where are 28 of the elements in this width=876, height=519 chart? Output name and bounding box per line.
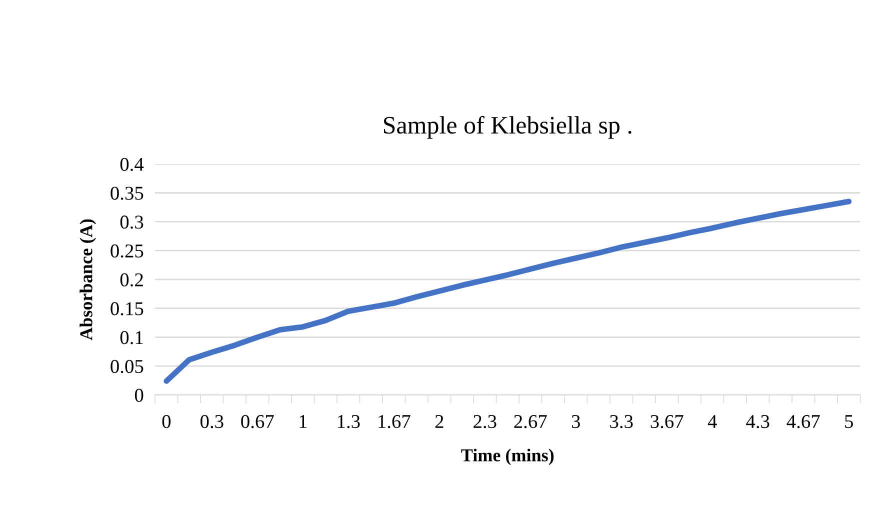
chart-title: Sample of Klebsiella sp . <box>384 116 632 139</box>
x-tick-label: 0 <box>162 414 171 428</box>
y-tick-label: 0.25 <box>110 244 144 258</box>
x-tick-label: 5 <box>845 415 853 428</box>
x-tick-label: 2.67 <box>514 415 547 428</box>
x-tick-label: 3 <box>572 415 580 428</box>
y-tick-label: 0.4 <box>120 158 144 172</box>
y-tick-label: 0.3 <box>120 216 144 229</box>
x-tick-label: 0.3 <box>200 414 224 428</box>
x-tick-label: 1.67 <box>378 415 410 428</box>
x-tick-label: 3.3 <box>610 415 633 428</box>
x-tick-label: 2.3 <box>474 415 496 428</box>
x-tick-label: 3.67 <box>650 415 684 428</box>
x-tick-label: 1 <box>300 415 307 428</box>
y-tick-label: 0 <box>134 388 144 402</box>
y-tick-label: 0.15 <box>110 302 144 316</box>
x-tick-label: 0.67 <box>241 414 274 428</box>
y-axis-title: Absorbance (A) <box>80 219 96 340</box>
x-tick-label: 4.67 <box>786 415 820 428</box>
x-tick-label: 4 <box>708 415 717 428</box>
y-tick-label: 0.1 <box>120 331 143 344</box>
x-axis-title: Time (mins) <box>461 448 554 466</box>
y-tick-label: 0.2 <box>120 273 143 287</box>
y-tick-label: 0.05 <box>110 360 144 374</box>
x-tick-label: 2 <box>435 415 444 428</box>
y-tick-label: 0.35 <box>110 186 144 200</box>
x-tick-label: 1.3 <box>338 415 360 428</box>
x-tick-label: 4.3 <box>746 415 770 428</box>
